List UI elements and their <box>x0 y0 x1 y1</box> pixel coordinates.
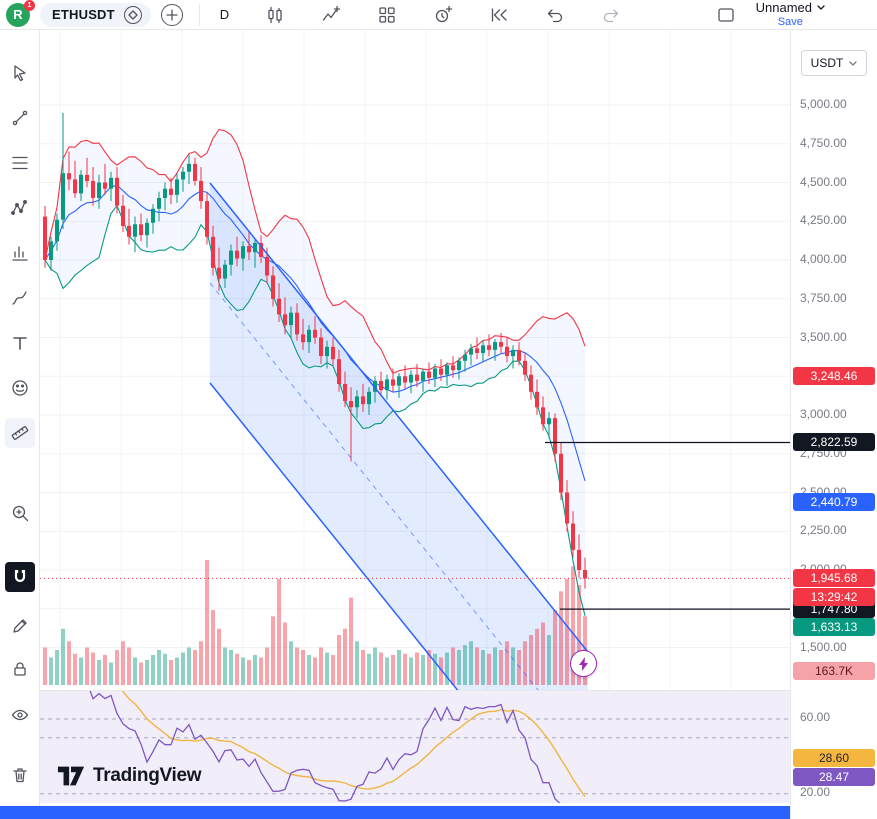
tradingview-logo[interactable]: TradingView <box>57 764 202 788</box>
indicators-button[interactable] <box>317 3 345 27</box>
lightning-icon <box>578 656 588 671</box>
measure-tool[interactable] <box>4 418 35 448</box>
plus-icon <box>166 8 178 21</box>
countdown-badge: 13:29:42 <box>793 587 875 606</box>
tradingview-mark-icon <box>57 766 85 786</box>
price-axis-tick: 4,000.00 <box>800 252 847 266</box>
layout-grid-button[interactable] <box>373 3 401 27</box>
edit-tool[interactable] <box>5 611 35 641</box>
candlestick-chart-canvas[interactable] <box>40 30 790 690</box>
user-avatar[interactable]: R 1 <box>6 0 35 27</box>
price-axis-tick: 1,500.00 <box>800 639 847 654</box>
bottom-accent-bar <box>0 806 877 819</box>
notification-badge: 1 <box>24 0 35 11</box>
rsi-indicator-pane[interactable] <box>40 690 790 803</box>
magnet-icon <box>14 569 25 583</box>
candle-style-button[interactable] <box>261 3 289 27</box>
bar-replay-button[interactable] <box>485 3 513 27</box>
ruler-icon <box>11 426 28 440</box>
bb-lower-badge: 1,633.13 <box>793 617 875 636</box>
diamond-icon <box>123 5 142 24</box>
fib-icon <box>11 156 28 170</box>
undo-icon <box>548 8 563 22</box>
chevron-down-icon <box>817 5 825 10</box>
magnifier-icon <box>12 505 28 522</box>
projection-tool[interactable] <box>5 238 35 268</box>
rsi-axis-tick: 60.00 <box>800 710 831 724</box>
fib-retracement-tool[interactable] <box>5 148 35 178</box>
level-high-badge: 2,822.59 <box>793 433 875 452</box>
compare-add-button[interactable] <box>160 3 183 26</box>
remove-drawings-tool[interactable] <box>5 760 35 790</box>
trend-line-tool[interactable] <box>5 103 35 133</box>
currency-label: USDT <box>810 56 844 70</box>
price-axis[interactable]: USDT 5,000.00 4,750.00 4,500.00 4,250.00 4,0… <box>790 30 877 819</box>
price-axis-tick: 3,500.00 <box>800 329 847 344</box>
price-axis-tick: 4,750.00 <box>800 135 847 150</box>
brush-icon <box>11 291 27 305</box>
price-axis-tick: 2,250.00 <box>800 523 847 538</box>
timeframe-button[interactable]: D <box>214 5 235 24</box>
brush-tool[interactable] <box>5 283 35 313</box>
drawing-toolbar <box>0 30 40 806</box>
indicators-icon <box>323 5 341 21</box>
price-chart-pane[interactable] <box>40 30 790 690</box>
pattern-tool[interactable] <box>5 193 35 223</box>
projection-icon <box>11 246 28 261</box>
logo-text: TradingView <box>93 765 202 786</box>
pencil-icon <box>12 619 27 633</box>
layout-name-button[interactable]: Unnamed <box>756 1 825 14</box>
rsi-axis-tick: 20.00 <box>800 784 831 799</box>
redo-button[interactable] <box>597 3 625 27</box>
lock-icon <box>13 662 26 676</box>
cursor-tool[interactable] <box>5 58 35 88</box>
price-axis-tick: 4,250.00 <box>800 213 847 228</box>
symbol-name: ETHUSDT <box>52 7 115 22</box>
replay-icon <box>492 7 507 22</box>
price-axis-tick: 4,500.00 <box>800 174 847 189</box>
undo-button[interactable] <box>541 3 569 27</box>
trend-line-icon <box>12 110 27 126</box>
rsi-value-badge: 28.47 <box>793 767 875 786</box>
magnet-tool[interactable] <box>4 562 35 592</box>
cursor-icon <box>13 65 26 82</box>
pattern-icon <box>10 200 27 215</box>
layout-grid-icon <box>379 6 395 23</box>
layout-single-icon <box>717 7 734 22</box>
rsi-chart-canvas[interactable] <box>40 691 790 803</box>
toolbar-divider <box>198 3 200 26</box>
emoji-tool[interactable] <box>5 373 35 403</box>
last-price-badge: 1,945.68 <box>793 569 875 588</box>
bb-basis-badge: 2,440.79 <box>793 492 875 511</box>
text-icon <box>12 337 27 350</box>
volume-badge: 163.7K <box>793 662 875 680</box>
chevron-down-icon <box>849 60 857 66</box>
smiley-icon <box>11 380 28 396</box>
currency-toggle-button[interactable]: USDT <box>801 50 867 76</box>
trash-icon <box>12 768 27 783</box>
layout-name-label: Unnamed <box>755 0 812 15</box>
text-tool[interactable] <box>5 328 35 358</box>
price-axis-tick: 3,750.00 <box>800 290 847 305</box>
bb-upper-badge: 3,248.46 <box>793 367 875 386</box>
instant-trading-button[interactable] <box>570 650 597 677</box>
alert-button[interactable] <box>429 3 457 27</box>
price-axis-tick: 3,000.00 <box>800 407 847 421</box>
rsi-value-badge: 28.60 <box>793 748 875 767</box>
avatar-letter: R <box>13 7 23 22</box>
price-axis-tick: 5,000.00 <box>800 97 847 111</box>
symbol-search-button[interactable]: ETHUSDT <box>40 2 151 27</box>
hide-drawings-tool[interactable] <box>5 700 35 730</box>
layout-select-button[interactable] <box>712 3 740 27</box>
zoom-in-tool[interactable] <box>5 498 35 528</box>
alert-clock-icon <box>436 5 453 22</box>
top-toolbar: R 1 ETHUSDT D <box>0 0 877 30</box>
candles-icon <box>268 6 282 23</box>
pane-separator[interactable] <box>40 690 877 691</box>
lock-all-tool[interactable] <box>5 654 35 684</box>
save-layout-button[interactable]: Save <box>777 16 803 28</box>
eye-icon <box>11 709 28 721</box>
redo-icon <box>604 8 619 22</box>
